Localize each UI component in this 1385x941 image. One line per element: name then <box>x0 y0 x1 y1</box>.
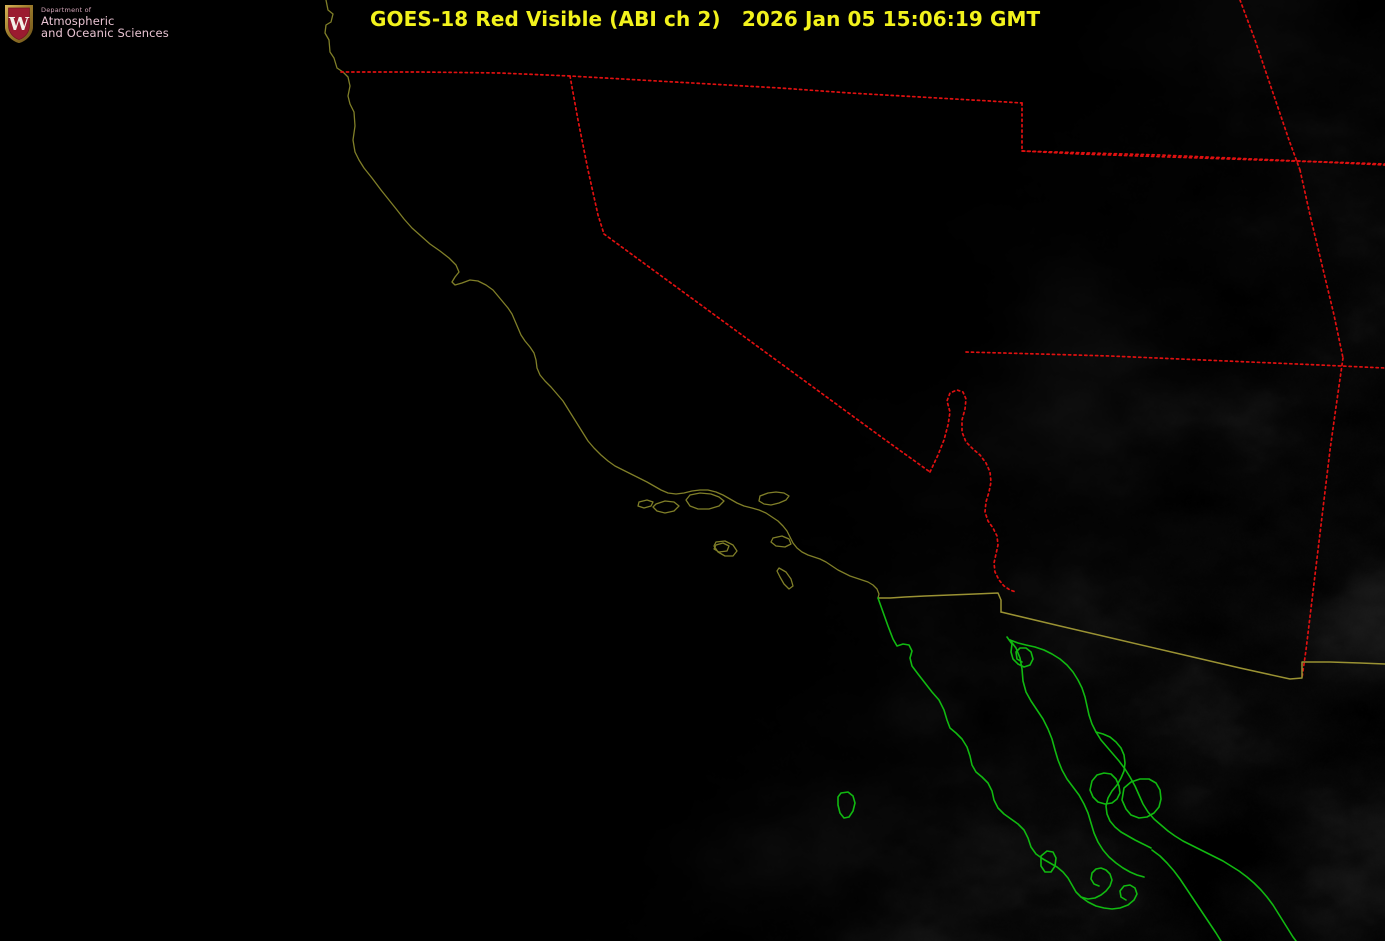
channel-island-santa-rosa <box>652 500 680 514</box>
border-nevada-utah-arizona <box>965 351 1385 369</box>
border-us-mexico-california <box>877 592 1002 613</box>
svg-text:W: W <box>8 14 30 35</box>
border-california-nevada-diagonal <box>603 233 931 473</box>
logo-text-block: Department of Atmospheric and Oceanic Sc… <box>41 7 169 40</box>
island-cedros <box>837 791 856 819</box>
state-borders-group <box>340 0 1385 679</box>
country-border-group <box>877 592 1385 680</box>
gulf-east-shore-sonora <box>1009 639 1297 941</box>
channel-island-san-miguel <box>637 499 654 509</box>
logo-line-2: and Oceanic Sciences <box>41 26 169 41</box>
channel-island-anacapa <box>770 535 792 548</box>
baja-east-coast-gulf <box>1009 639 1145 878</box>
border-nevada-utah-vertical <box>1299 169 1344 359</box>
channel-island-santa-catalina <box>713 540 738 557</box>
border-utah-arizona <box>1239 0 1301 171</box>
island-angel-de-la-guarda <box>1089 772 1121 805</box>
uw-crest-icon: W <box>1 2 37 46</box>
coastline-us-group <box>324 0 880 599</box>
border-arizona-newmexico <box>1301 357 1344 679</box>
uw-aos-logo[interactable]: W Department of Atmospheric and Oceanic … <box>0 0 169 47</box>
baja-south-hook <box>1080 884 1138 910</box>
mainland-mexico-coast-lower <box>1151 849 1222 941</box>
logo-line-1: Atmospheric <box>41 13 115 28</box>
coastline-mexico-group <box>837 597 1297 941</box>
channel-island-san-nicolas <box>713 542 730 553</box>
island-tiburon <box>1121 778 1162 819</box>
border-california-oregon <box>340 71 1023 104</box>
border-us-mexico-arizona <box>1000 611 1385 680</box>
island-san-jose <box>1040 850 1057 873</box>
border-arizona-utah-upper <box>1021 150 1385 166</box>
coast-detail-santa-barbara <box>758 491 790 506</box>
border-california-nevada-north <box>569 75 605 235</box>
baja-west-coast <box>877 597 1113 900</box>
border-nevada-oregon-idaho <box>1021 102 1385 165</box>
channel-island-san-clemente <box>776 567 794 590</box>
border-nevada-arizona-colorado-river <box>929 389 1017 593</box>
sonora-inner-coast <box>1095 731 1152 849</box>
california-coastline <box>324 0 880 599</box>
logo-department-line: Department of <box>41 6 92 15</box>
channel-island-santa-cruz <box>685 492 725 510</box>
